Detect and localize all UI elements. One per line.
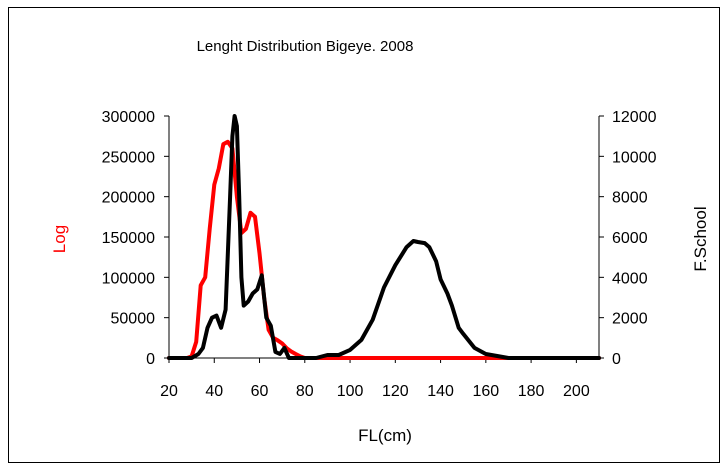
y-right-tick-label: 10000 bbox=[612, 149, 657, 166]
y-axis-left-label: Log bbox=[50, 225, 69, 253]
x-axis-label: FL(cm) bbox=[358, 426, 412, 445]
x-tick-label: 60 bbox=[251, 383, 269, 400]
x-tick-label: 40 bbox=[205, 383, 223, 400]
x-tick-label: 160 bbox=[472, 383, 499, 400]
x-tick-label: 80 bbox=[296, 383, 314, 400]
series-line-right bbox=[167, 114, 601, 360]
x-tick-label: 100 bbox=[337, 383, 364, 400]
y-right-tick-label: 12000 bbox=[612, 109, 657, 126]
y-left-tick-label: 100000 bbox=[102, 270, 155, 287]
y-right-tick-label: 0 bbox=[612, 351, 621, 368]
y-right-tick-label: 2000 bbox=[612, 311, 648, 328]
x-tick-label: 140 bbox=[427, 383, 454, 400]
y-left-tick-label: 200000 bbox=[102, 190, 155, 207]
y-left-tick-label: 0 bbox=[146, 351, 155, 368]
series-lines bbox=[167, 114, 601, 360]
y-left-tick-label: 150000 bbox=[102, 230, 155, 247]
y-axis-right-label: F.School bbox=[691, 206, 710, 271]
y-left-tick-label: 250000 bbox=[102, 149, 155, 166]
chart-title: Lenght Distribution Bigeye. 2008 bbox=[197, 38, 414, 55]
series-line-left bbox=[167, 139, 601, 360]
y-right-tick-label: 4000 bbox=[612, 270, 648, 287]
chart-frame: Lenght Distribution Bigeye. 2008 FL(cm) … bbox=[8, 7, 720, 463]
y-left-tick-label: 300000 bbox=[102, 109, 155, 126]
x-tick-label: 20 bbox=[160, 383, 178, 400]
line-chart: Lenght Distribution Bigeye. 2008 FL(cm) … bbox=[50, 38, 710, 445]
x-tick-label: 180 bbox=[518, 383, 545, 400]
y-right-tick-label: 8000 bbox=[612, 190, 648, 207]
y-left-tick-label: 50000 bbox=[111, 311, 156, 328]
y-right-tick-label: 6000 bbox=[612, 230, 648, 247]
x-tick-label: 200 bbox=[563, 383, 590, 400]
x-tick-label: 120 bbox=[382, 383, 409, 400]
tick-labels: 0 50000 100000 150000 200000 250000 300000 0 200… bbox=[102, 109, 657, 400]
